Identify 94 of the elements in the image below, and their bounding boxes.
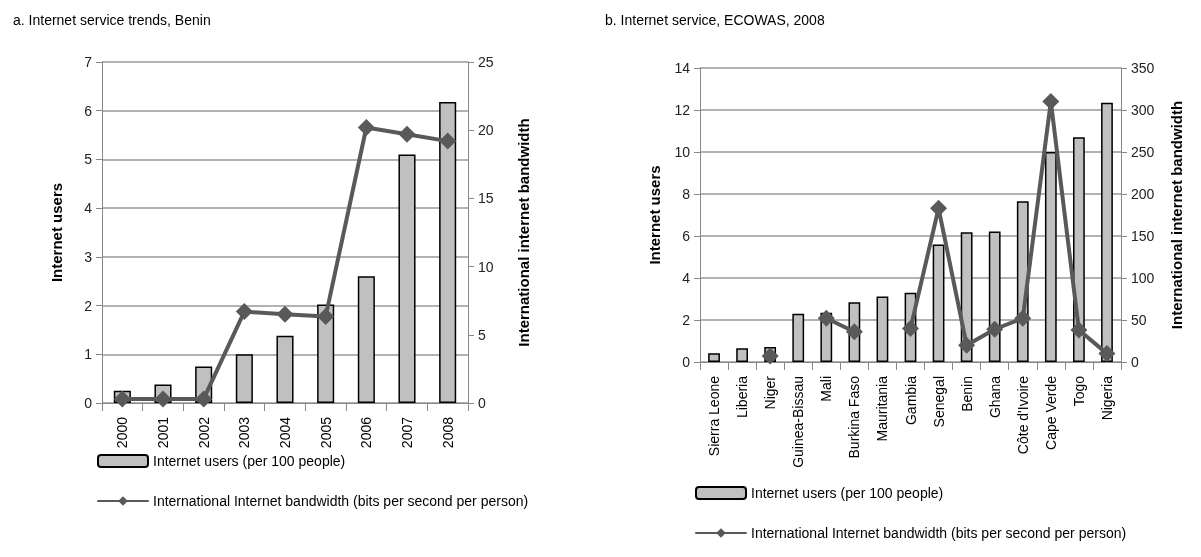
point [398,125,416,143]
x-tick-label: 2004 [277,416,293,449]
y2-tick-label: 250 [1131,144,1155,160]
x-tick-label: Gambia [902,375,919,426]
point [845,323,863,341]
y2-tick-label: 100 [1131,270,1155,286]
point [113,390,131,408]
x-tick-label: 2005 [317,416,334,449]
y-tick-label: 10 [674,144,691,160]
y2-tick-label: 350 [1131,60,1155,76]
point [276,305,294,323]
chart-title: a. Internet service trends, Benin [13,12,211,28]
legend-label: International Internet bandwidth (bits per second per person) [751,525,1127,541]
y2-tick-label: 20 [478,122,494,139]
y-tick-label: 5 [84,151,93,168]
x-tick-label: Mali [818,376,835,402]
bar [932,244,945,362]
y2-axis-title: International internet bandwidth [1168,100,1185,330]
y2-tick-label: 300 [1131,102,1155,118]
y2-tick-label: 15 [478,190,494,207]
y-tick-label: 14 [674,60,691,76]
y2-tick-label: 50 [1131,312,1147,328]
point [357,118,375,136]
point [317,307,335,325]
x-tick-label: Cape Verde [1042,375,1059,450]
x-tick-label: Burkina Faso [846,375,863,459]
point [195,390,213,408]
x-tick-label: Senegal [930,376,947,428]
x-tick-label: Togo [1070,375,1087,407]
y2-tick-label: 0 [478,395,486,411]
bar [357,276,375,403]
point [154,390,172,408]
x-tick-label: Benin [958,376,975,412]
legend-label: Internet users (per 100 people) [751,485,944,501]
y-tick-label: 6 [682,228,691,244]
x-tick-label: Guinea-Bissau [790,376,807,468]
legend-label: International Internet bandwidth (bits per second per person) [153,493,529,509]
y-tick-label: 6 [84,102,93,119]
bar [988,231,1001,362]
point [235,303,253,321]
x-tick-label: Ghana [986,375,1003,419]
legend-label: Internet users (per 100 people) [153,453,346,469]
y-axis-title: Internet users [646,165,663,265]
x-tick-label: 2002 [195,416,212,449]
y-tick-label: 2 [84,297,93,314]
y-tick-label: 4 [682,270,691,286]
bar [276,335,294,403]
y2-tick-label: 5 [478,326,486,343]
y-axis-title: Internet users [48,182,65,283]
point [1098,345,1116,363]
point [958,336,976,354]
y-tick-label: 8 [682,186,691,202]
point [439,132,457,150]
y-tick-label: 1 [84,346,93,363]
x-tick-label: 2008 [439,416,456,449]
x-tick-label: 2006 [358,416,375,449]
bar [1101,102,1113,362]
x-tick-label: Mauritania [874,375,891,442]
point [817,309,835,327]
y2-tick-label: 10 [478,258,494,275]
x-tick-label: Niger [762,375,779,410]
x-tick-label: 2000 [114,416,131,449]
bar [876,296,889,362]
y2-tick-label: 200 [1131,186,1155,202]
y-tick-label: 12 [674,102,691,118]
x-tick-label: Nigeria [1098,375,1115,421]
y-tick-label: 3 [84,248,93,265]
x-tick-label: Liberia [734,375,751,419]
y2-axis-title: International internet bandwidth [515,118,532,347]
point [986,320,1004,338]
point [902,319,919,337]
y2-tick-label: 0 [1131,354,1139,370]
x-tick-label: Sierra Leone [706,375,723,457]
x-tick-label: 2007 [399,416,415,449]
bar [708,353,720,362]
y2-tick-label: 150 [1131,228,1155,244]
bar [235,354,253,403]
point [1070,321,1088,339]
y-tick-label: 7 [84,54,93,70]
x-tick-label: Côte d'Ivoire [1014,375,1031,455]
y2-tick-label: 25 [478,54,494,70]
bar [792,313,805,362]
bar [439,101,457,403]
y-tick-label: 0 [84,395,93,411]
y-tick-label: 4 [84,200,93,217]
x-tick-label: 2001 [155,416,171,449]
y-tick-label: 0 [682,354,691,370]
bar [398,154,416,403]
bar [736,348,748,362]
bar [1044,152,1057,362]
chart-title: b. Internet service, ECOWAS, 2008 [605,12,825,28]
x-tick-label: 2003 [236,416,253,449]
y-tick-label: 2 [682,312,691,328]
point [1014,309,1032,327]
